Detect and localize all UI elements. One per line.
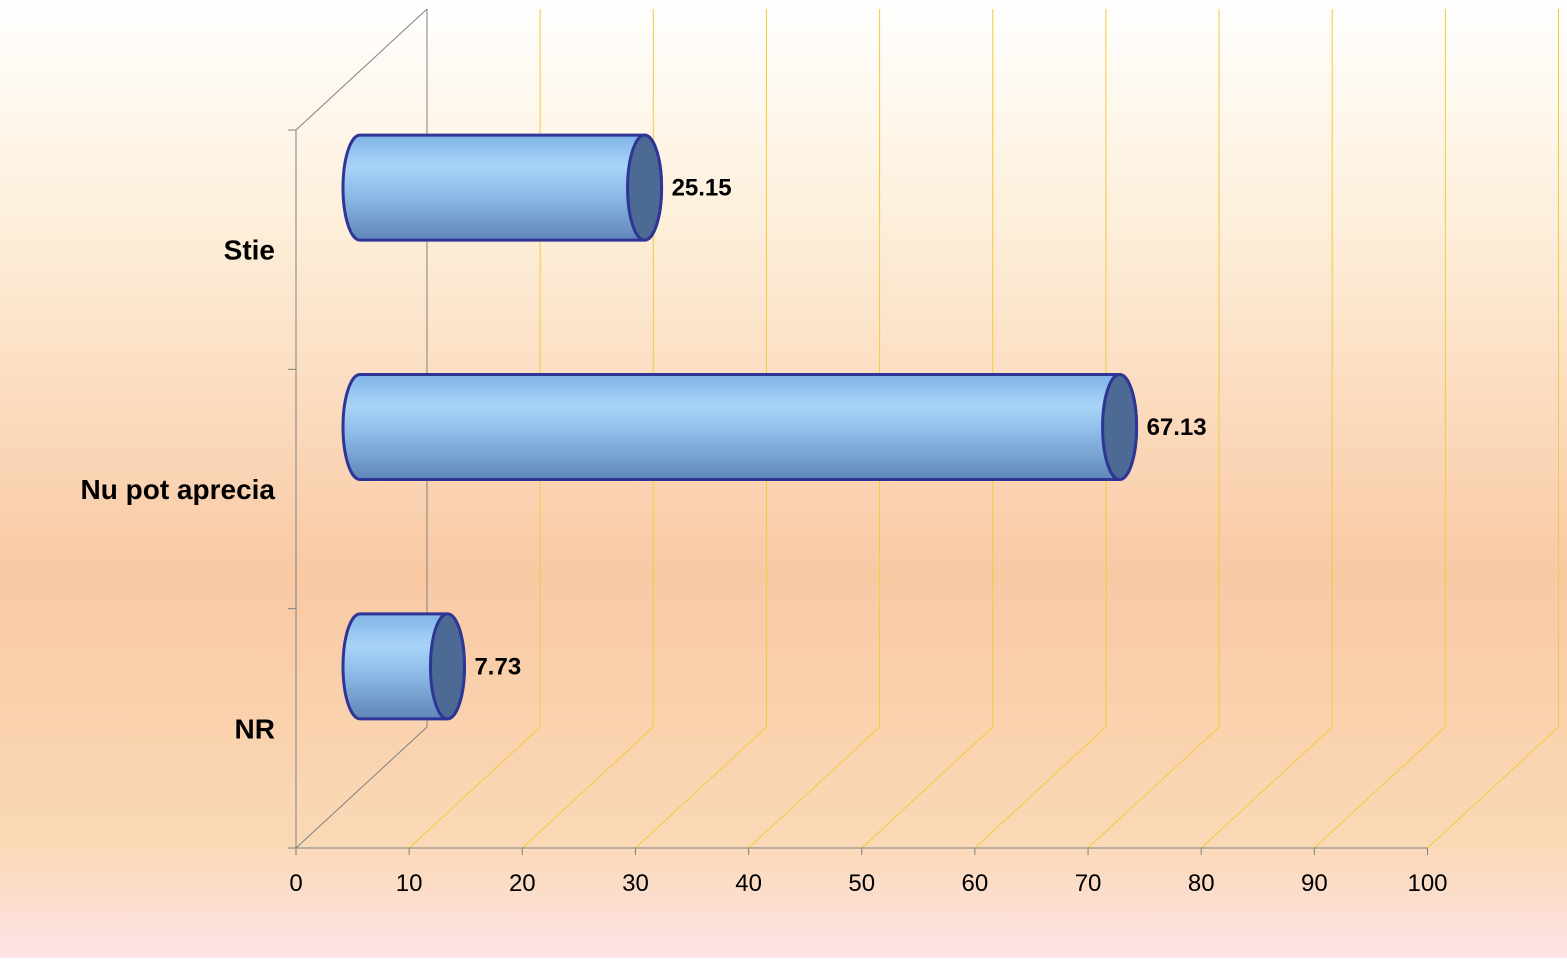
gridline-floor	[635, 726, 767, 849]
data-label: 67.13	[1147, 414, 1207, 441]
gridline-floor	[861, 726, 994, 849]
x-tick-label: 80	[1188, 870, 1215, 897]
x-tick-label: 70	[1075, 870, 1102, 897]
category-label: Nu pot aprecia	[81, 474, 276, 505]
bar-body	[341, 133, 664, 242]
category-label: Stie	[224, 235, 275, 266]
depth-edge-bottom	[295, 726, 428, 849]
x-tick-label: 50	[848, 870, 875, 897]
bar-2	[341, 373, 1139, 481]
x-tick-label: 100	[1407, 870, 1447, 897]
gridline-floor	[1314, 726, 1446, 849]
bar-end-cap	[1101, 373, 1139, 481]
x-tick-label: 10	[396, 870, 423, 897]
depth-edge-top	[295, 8, 428, 131]
gridline-floor	[1200, 726, 1333, 849]
gridline-floor	[521, 726, 654, 849]
x-tick-label: 20	[509, 870, 536, 897]
category-label: NR	[235, 713, 275, 744]
bar-3	[341, 612, 466, 721]
x-tick-label: 0	[289, 870, 302, 897]
x-tick-label: 60	[962, 870, 989, 897]
bar-end-cap	[626, 133, 664, 242]
x-tick-label: 40	[735, 870, 762, 897]
bar-1	[341, 133, 664, 242]
gridline-floor	[1087, 726, 1220, 849]
x-tick-label: 30	[622, 870, 649, 897]
gridline-floor	[408, 726, 541, 849]
gridline-floor	[974, 726, 1107, 849]
data-label: 7.73	[474, 653, 521, 680]
data-label: 25.15	[672, 175, 732, 202]
bar-end-cap	[428, 612, 466, 721]
x-tick-label: 90	[1301, 870, 1328, 897]
bar-body	[341, 373, 1139, 481]
gridline-floor	[748, 726, 880, 849]
gridline-floor	[1427, 726, 1559, 849]
